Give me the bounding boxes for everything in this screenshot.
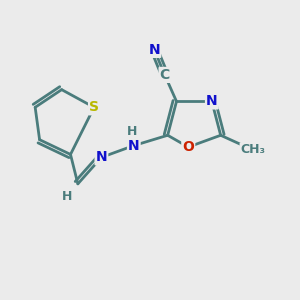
Text: N: N (128, 139, 140, 153)
Text: N: N (206, 94, 218, 108)
Text: S: S (89, 100, 99, 114)
Text: O: O (182, 140, 194, 154)
Text: H: H (127, 125, 137, 138)
Text: CH₃: CH₃ (241, 143, 266, 157)
Text: N: N (96, 150, 107, 164)
Text: N: N (148, 43, 160, 57)
Text: C: C (160, 68, 170, 82)
Text: H: H (62, 190, 73, 203)
